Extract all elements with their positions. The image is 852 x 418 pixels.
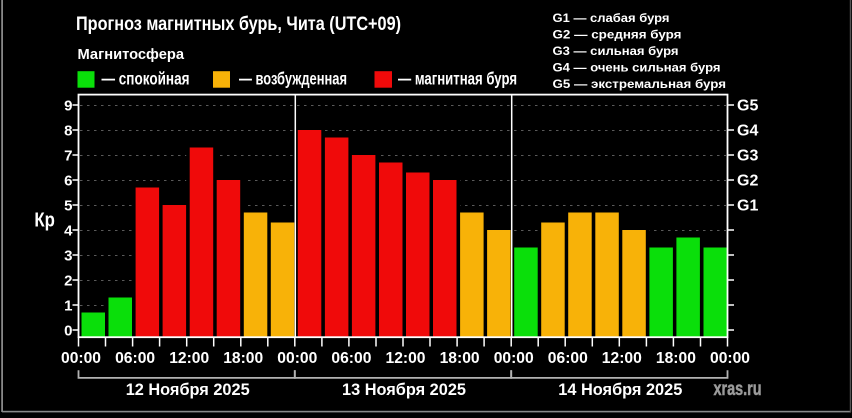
svg-text:G3 — сильная буря: G3 — сильная буря xyxy=(553,44,679,58)
svg-text:— магнитная буря: — магнитная буря xyxy=(398,68,517,88)
svg-text:G2 — средняя буря: G2 — средняя буря xyxy=(553,28,682,42)
svg-text:13 Ноября 2025: 13 Ноября 2025 xyxy=(342,380,466,399)
svg-text:12:00: 12:00 xyxy=(602,350,642,367)
svg-text:G5 — экстремальная буря: G5 — экстремальная буря xyxy=(553,77,727,91)
svg-text:5: 5 xyxy=(64,197,72,214)
svg-text:Кр: Кр xyxy=(34,210,55,232)
svg-text:12:00: 12:00 xyxy=(169,350,209,367)
svg-text:Прогноз магнитных бурь, Чита (: Прогноз магнитных бурь, Чита (UTC+09) xyxy=(76,14,401,35)
svg-text:1: 1 xyxy=(64,297,72,314)
svg-text:18:00: 18:00 xyxy=(656,350,696,367)
svg-text:18:00: 18:00 xyxy=(223,350,263,367)
svg-text:06:00: 06:00 xyxy=(548,350,588,367)
svg-text:8: 8 xyxy=(64,122,72,139)
svg-text:06:00: 06:00 xyxy=(115,350,155,367)
svg-text:14 Ноября 2025: 14 Ноября 2025 xyxy=(558,380,682,399)
svg-text:7: 7 xyxy=(64,147,72,164)
svg-text:12:00: 12:00 xyxy=(386,350,426,367)
svg-text:6: 6 xyxy=(64,172,72,189)
svg-text:— возбужденная: — возбужденная xyxy=(239,68,347,88)
svg-text:Магнитосфера: Магнитосфера xyxy=(78,46,185,63)
svg-text:— спокойная: — спокойная xyxy=(102,68,190,88)
svg-text:4: 4 xyxy=(64,222,73,239)
svg-text:xras.ru: xras.ru xyxy=(714,379,762,400)
svg-text:06:00: 06:00 xyxy=(331,350,371,367)
svg-text:00:00: 00:00 xyxy=(494,350,534,367)
svg-text:G1: G1 xyxy=(737,198,758,215)
svg-text:00:00: 00:00 xyxy=(277,350,317,367)
svg-text:G1 — слабая буря: G1 — слабая буря xyxy=(553,11,670,25)
svg-text:2: 2 xyxy=(64,272,72,289)
svg-text:12 Ноября 2025: 12 Ноября 2025 xyxy=(126,380,250,399)
svg-text:G2: G2 xyxy=(737,173,758,190)
svg-text:00:00: 00:00 xyxy=(61,350,101,367)
svg-text:3: 3 xyxy=(64,247,72,264)
svg-text:9: 9 xyxy=(64,97,72,114)
svg-text:00:00: 00:00 xyxy=(710,350,750,367)
svg-text:0: 0 xyxy=(64,322,72,339)
svg-text:18:00: 18:00 xyxy=(440,350,480,367)
svg-text:G4: G4 xyxy=(737,123,758,140)
svg-text:G4 — очень сильная буря: G4 — очень сильная буря xyxy=(553,61,721,75)
svg-text:G5: G5 xyxy=(737,98,758,115)
svg-text:G3: G3 xyxy=(737,148,758,165)
